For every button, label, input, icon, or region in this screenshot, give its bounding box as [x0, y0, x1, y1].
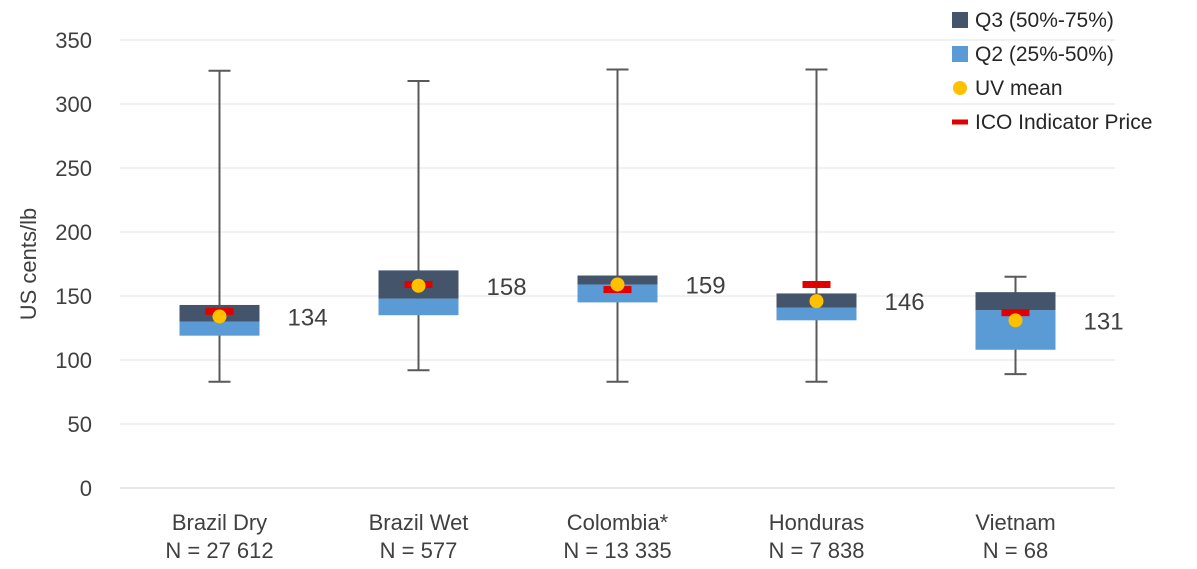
x-axis-categories: Brazil Dry N = 27 612 Brazil Wet N = 577 Col… [165, 510, 1055, 563]
uv-mean-marker [212, 309, 227, 324]
uv-mean-label: 134 [288, 304, 328, 331]
uv-mean-label: 158 [487, 274, 527, 301]
y-tick-label: 300 [55, 92, 92, 117]
y-axis-label: US cents/lb [16, 208, 41, 321]
q2-box [179, 321, 260, 336]
category-label: Honduras [769, 510, 864, 535]
legend-label: UV mean [975, 77, 1063, 100]
box-honduras: 146 [776, 68, 925, 383]
y-axis-ticks: 0 50 100 150 200 250 300 350 [55, 28, 92, 501]
box-series: 134 158 159 146 131 [179, 68, 1124, 383]
legend-swatch [953, 81, 967, 95]
y-tick-label: 250 [55, 156, 92, 181]
y-tick-label: 350 [55, 28, 92, 53]
category-n-label: N = 577 [380, 538, 458, 563]
y-tick-label: 50 [68, 412, 92, 437]
uv-mean-label: 131 [1084, 308, 1124, 335]
uv-mean-marker [1008, 313, 1023, 328]
box-brazil-wet: 158 [378, 79, 527, 372]
legend-label: Q3 (50%-75%) [975, 9, 1114, 32]
box-vietnam: 131 [975, 275, 1124, 376]
category-label: Brazil Dry [172, 510, 267, 535]
y-tick-label: 100 [55, 348, 92, 373]
category-n-label: N = 13 335 [563, 538, 671, 563]
legend: Q3 (50%-75%) Q2 (25%-50%) UV mean ICO Indic… [952, 9, 1152, 134]
legend-label: Q2 (25%-50%) [975, 43, 1114, 66]
legend-item-q2: Q2 (25%-50%) [952, 43, 1114, 66]
legend-label: ICO Indicator Price [975, 111, 1152, 134]
legend-swatch [952, 119, 968, 125]
q2-box [776, 307, 857, 321]
uv-mean-label: 146 [885, 289, 925, 316]
category-n-label: N = 27 612 [165, 538, 273, 563]
y-tick-label: 150 [55, 284, 92, 309]
uv-mean-label: 159 [686, 272, 726, 299]
box-colombia-: 159 [577, 68, 726, 383]
q2-box [378, 298, 459, 316]
ico-price-marker [802, 280, 831, 288]
y-tick-label: 0 [80, 476, 92, 501]
uv-mean-marker [610, 277, 625, 292]
box-brazil-dry: 134 [179, 69, 328, 383]
legend-item-q3: Q3 (50%-75%) [952, 9, 1114, 32]
legend-item-ico-price: ICO Indicator Price [952, 111, 1152, 134]
category-label: Brazil Wet [369, 510, 469, 535]
uv-mean-marker [809, 294, 824, 309]
legend-item-uv-mean: UV mean [953, 77, 1063, 100]
category-label: Vietnam [975, 510, 1055, 535]
q2-box [577, 284, 658, 303]
category-n-label: N = 68 [983, 538, 1048, 563]
legend-swatch [952, 46, 968, 62]
y-tick-label: 200 [55, 220, 92, 245]
q3-box [975, 292, 1056, 311]
category-label: Colombia* [567, 510, 669, 535]
category-n-label: N = 7 838 [768, 538, 864, 563]
uv-mean-marker [411, 278, 426, 293]
ico-price-marker [1001, 309, 1030, 317]
legend-swatch [952, 12, 968, 28]
